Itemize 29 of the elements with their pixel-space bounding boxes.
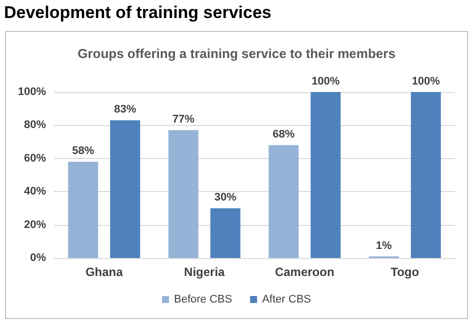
bar (168, 130, 198, 258)
bar (268, 145, 299, 258)
y-tick-label: 80% (24, 119, 46, 132)
data-label: 100% (312, 76, 340, 88)
x-tick-label: Ghana (85, 265, 124, 279)
y-tick-label: 0% (30, 252, 46, 264)
legend-label: After CBS (262, 294, 311, 306)
data-label: 30% (214, 192, 237, 204)
data-label: 77% (172, 114, 195, 126)
bar (110, 120, 140, 258)
y-tick-label: 40% (24, 186, 46, 198)
x-tick-label: Togo (390, 265, 420, 279)
legend-label: Before CBS (174, 294, 232, 306)
data-label: 58% (72, 145, 94, 158)
data-label: 100% (412, 76, 440, 88)
data-label: 1% (376, 240, 392, 252)
bar (310, 92, 341, 258)
x-tick-label: Cameroon (274, 265, 334, 279)
data-label: 83% (114, 104, 136, 116)
y-tick-label: 60% (24, 152, 46, 164)
data-label: 68% (272, 128, 295, 141)
chart-subtitle: Groups offering a training service to their members (78, 46, 396, 61)
bar (210, 208, 240, 258)
bar (410, 92, 441, 258)
y-tick-label: 20% (24, 218, 46, 231)
chart-title: Development of training services (4, 3, 272, 23)
x-tick-label: Nigeria (184, 265, 226, 279)
y-tick-label: 100% (18, 86, 46, 98)
bar (68, 162, 98, 258)
